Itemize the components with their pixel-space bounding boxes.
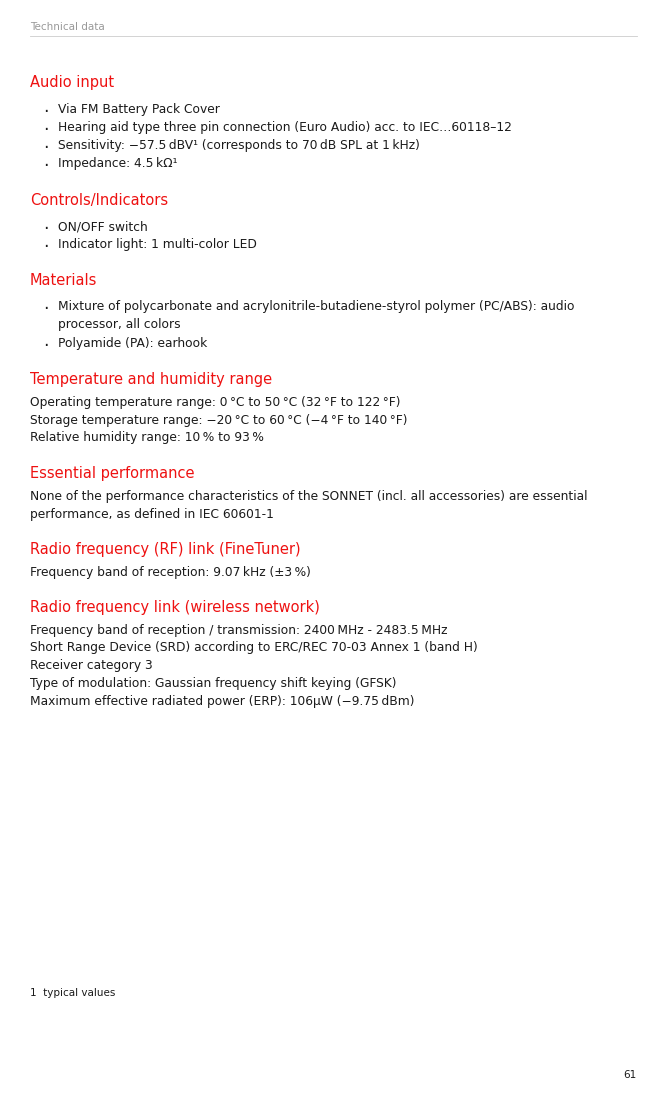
Text: Frequency band of reception: 9.07 kHz (±3 %): Frequency band of reception: 9.07 kHz (±… (30, 565, 311, 579)
Text: Indicator light: 1 multi-color LED: Indicator light: 1 multi-color LED (58, 238, 257, 251)
Text: Receiver category 3: Receiver category 3 (30, 659, 153, 672)
Text: Mixture of polycarbonate and acrylonitrile-butadiene-styrol polymer (PC/ABS): au: Mixture of polycarbonate and acrylonitri… (58, 300, 574, 313)
Text: Essential performance: Essential performance (30, 466, 195, 481)
Text: Polyamide (PA): earhook: Polyamide (PA): earhook (58, 337, 207, 350)
Text: Sensitivity: −57.5 dBV¹ (corresponds to 70 dB SPL at 1 kHz): Sensitivity: −57.5 dBV¹ (corresponds to … (58, 139, 420, 152)
Text: Via FM Battery Pack Cover: Via FM Battery Pack Cover (58, 103, 220, 116)
Text: ·: · (43, 121, 49, 139)
Text: ·: · (43, 238, 49, 256)
Text: Materials: Materials (30, 273, 97, 288)
Text: 1  typical values: 1 typical values (30, 988, 115, 998)
Text: Technical data: Technical data (30, 22, 105, 32)
Text: Impedance: 4.5 kΩ¹: Impedance: 4.5 kΩ¹ (58, 157, 177, 170)
Text: None of the performance characteristics of the SONNET (incl. all accessories) ar: None of the performance characteristics … (30, 490, 588, 503)
Text: ON/OFF switch: ON/OFF switch (58, 220, 148, 233)
Text: ·: · (43, 337, 49, 355)
Text: Operating temperature range: 0 °C to 50 °C (32 °F to 122 °F): Operating temperature range: 0 °C to 50 … (30, 396, 400, 408)
Text: Controls/Indicators: Controls/Indicators (30, 193, 168, 208)
Text: performance, as defined in IEC 60601-1: performance, as defined in IEC 60601-1 (30, 508, 274, 520)
Text: Temperature and humidity range: Temperature and humidity range (30, 372, 272, 386)
Text: processor, all colors: processor, all colors (58, 318, 181, 330)
Text: Short Range Device (SRD) according to ERC/REC 70-03 Annex 1 (band H): Short Range Device (SRD) according to ER… (30, 641, 478, 654)
Text: 61: 61 (624, 1069, 637, 1080)
Text: ·: · (43, 103, 49, 121)
Text: Relative humidity range: 10 % to 93 %: Relative humidity range: 10 % to 93 % (30, 432, 264, 444)
Text: ·: · (43, 220, 49, 238)
Text: Radio frequency link (wireless network): Radio frequency link (wireless network) (30, 600, 320, 615)
Text: ·: · (43, 139, 49, 157)
Text: Hearing aid type three pin connection (Euro Audio) acc. to IEC…60118–12: Hearing aid type three pin connection (E… (58, 121, 512, 134)
Text: ·: · (43, 300, 49, 318)
Text: Radio frequency (RF) link (FineTuner): Radio frequency (RF) link (FineTuner) (30, 542, 301, 557)
Text: Maximum effective radiated power (ERP): 106μW (−9.75 dBm): Maximum effective radiated power (ERP): … (30, 695, 414, 708)
Text: Type of modulation: Gaussian frequency shift keying (GFSK): Type of modulation: Gaussian frequency s… (30, 677, 396, 690)
Text: Storage temperature range: −20 °C to 60 °C (−4 °F to 140 °F): Storage temperature range: −20 °C to 60 … (30, 414, 408, 427)
Text: ·: · (43, 157, 49, 175)
Text: Audio input: Audio input (30, 75, 114, 90)
Text: Frequency band of reception / transmission: 2400 MHz - 2483.5 MHz: Frequency band of reception / transmissi… (30, 624, 448, 637)
